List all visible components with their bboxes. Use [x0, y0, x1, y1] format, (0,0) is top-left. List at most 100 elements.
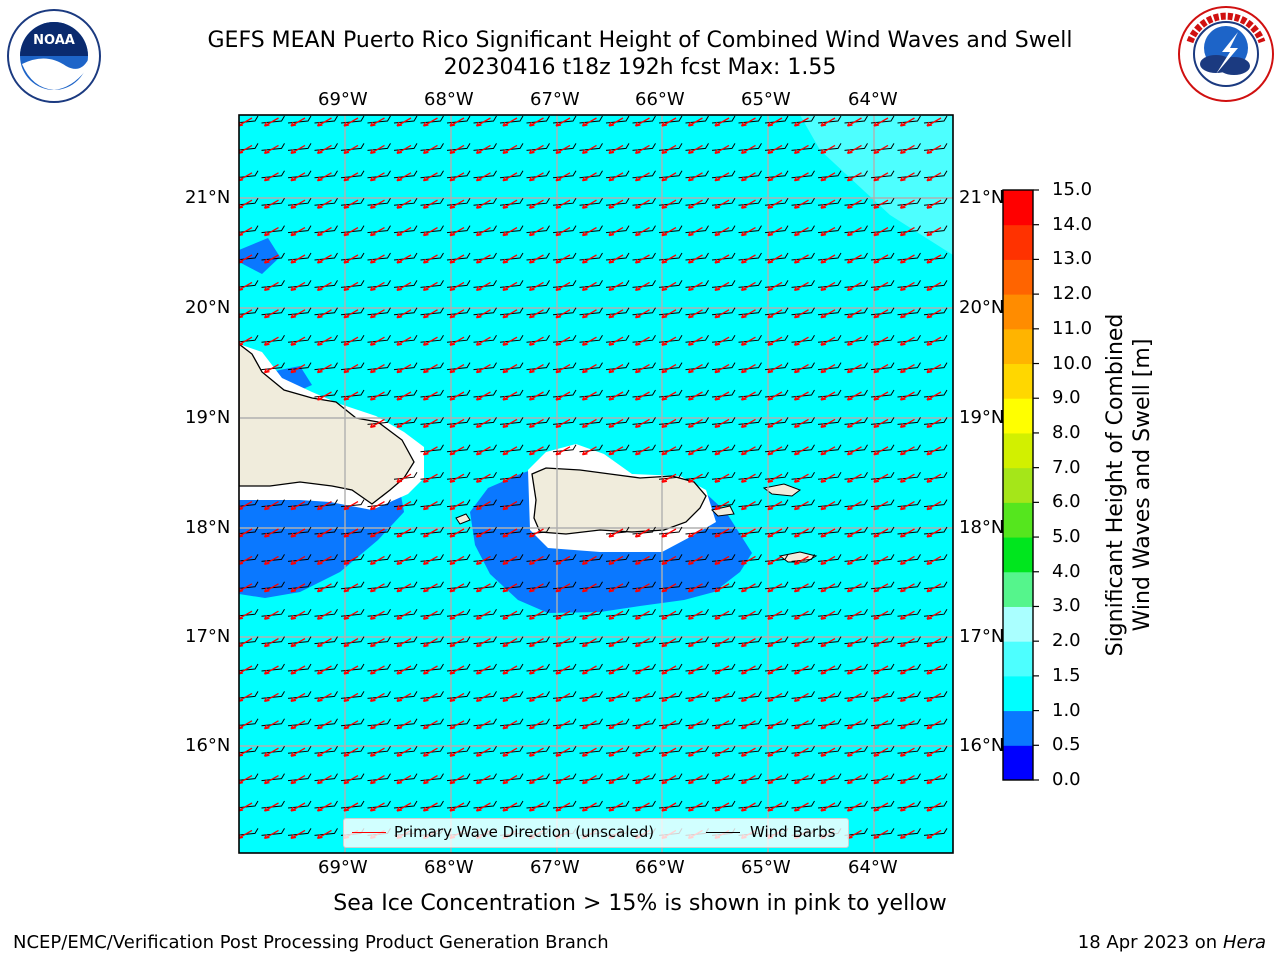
wind-barb [499, 143, 524, 151]
wave-direction-arrow [316, 775, 332, 785]
lat-label-left: 20°N [185, 297, 231, 318]
wave-direction-arrow [740, 528, 756, 538]
wave-direction-arrow [263, 638, 279, 648]
wave-direction-arrow [555, 638, 571, 648]
wind-barb [711, 170, 736, 179]
wind-barb [817, 581, 842, 590]
colorbar-bin [1003, 328, 1033, 365]
wave-direction-arrow [873, 281, 889, 292]
wave-direction-arrow [926, 720, 942, 730]
wind-barb [420, 143, 444, 151]
wave-direction-arrow [634, 747, 650, 757]
wind-barb [685, 554, 709, 562]
wave-direction-arrow [926, 665, 942, 675]
wind-barb [552, 636, 577, 645]
wind-barb [685, 143, 709, 151]
wind-barb [738, 636, 762, 645]
wind-barb [340, 197, 365, 206]
wind-barb [287, 663, 312, 672]
wind-barb [420, 608, 444, 617]
wave-direction-arrow [290, 172, 306, 182]
wave-direction-arrow [714, 720, 730, 730]
wave-direction-arrow [820, 172, 836, 182]
wave-direction-arrow [343, 281, 359, 292]
wave-direction-arrow [714, 501, 730, 511]
wave-direction-arrow [740, 638, 756, 648]
wave-direction-arrow [316, 638, 332, 648]
wave-direction-arrow [873, 309, 889, 319]
wind-barb [791, 280, 815, 288]
wave-direction-arrow [661, 172, 677, 182]
wind-barb [738, 718, 762, 727]
wind-barb [499, 471, 524, 480]
wind-barb [605, 307, 630, 316]
wave-direction-arrow [873, 418, 889, 429]
wave-direction-arrow [899, 638, 915, 648]
wind-barb [764, 417, 789, 425]
wind-barb [844, 225, 868, 234]
wind-barb [658, 334, 683, 343]
wave-direction-arrow [396, 802, 412, 812]
wave-direction-arrow [290, 199, 306, 209]
wind-barb [685, 334, 709, 343]
wave-direction-arrow [793, 501, 809, 511]
wind-barb [287, 499, 312, 508]
colorbar-tick-label: 4.0 [1052, 560, 1081, 582]
footer-right: 18 Apr 2023 on Hera [1078, 932, 1266, 953]
wave-direction-arrow [343, 665, 359, 675]
wave-direction-arrow [581, 309, 597, 319]
lat-label-right: 21°N [959, 187, 1005, 208]
wind-barb [314, 526, 338, 535]
wind-barb [420, 307, 444, 316]
wind-barb [579, 718, 603, 727]
wave-direction-arrow [820, 583, 836, 593]
wave-direction-arrow [290, 665, 306, 675]
wave-direction-arrow [581, 583, 597, 593]
wind-barb [658, 718, 683, 727]
wave-direction-arrow [608, 583, 624, 593]
wind-barb [526, 197, 550, 206]
wind-barb [446, 389, 471, 398]
wave-direction-arrow [502, 555, 518, 566]
wind-barb [340, 389, 365, 398]
wind-barb [658, 417, 683, 425]
wind-barb [367, 170, 391, 179]
vector-field [239, 115, 948, 840]
wind-barb [658, 170, 683, 179]
wave-direction-arrow [793, 610, 809, 620]
wave-direction-arrow [502, 227, 518, 237]
wind-barb [552, 115, 577, 124]
wave-direction-arrow [661, 336, 677, 346]
wave-direction-arrow [396, 473, 412, 483]
wind-barb [870, 608, 895, 617]
wind-barb [923, 417, 948, 425]
wind-barb [844, 143, 868, 151]
wind-barb [287, 197, 312, 206]
wind-barb [239, 745, 259, 754]
wind-barb [499, 362, 524, 371]
wave-direction-arrow [767, 172, 783, 182]
wind-barb [738, 608, 762, 617]
wave-direction-arrow [926, 555, 942, 566]
wind-barb [658, 526, 683, 535]
mona-island [455, 513, 471, 525]
wind-barb [499, 745, 524, 754]
wind-barb [923, 718, 948, 727]
wave-direction-arrow [528, 692, 544, 703]
wave-direction-arrow [767, 665, 783, 675]
colorbar-bin [1003, 606, 1033, 642]
wind-barb [526, 554, 550, 562]
wind-barb [420, 663, 444, 672]
wind-barb [605, 718, 630, 727]
wind-barb [314, 115, 338, 124]
wind-barb [499, 608, 524, 617]
wind-barb [446, 581, 471, 590]
wind-barb [711, 526, 736, 535]
wave-direction-arrow [926, 692, 942, 703]
wave-direction-arrow [926, 747, 942, 757]
wave-direction-arrow [290, 528, 306, 538]
wind-barb [817, 471, 842, 480]
wind-barb [897, 691, 921, 699]
wind-barb [711, 307, 736, 316]
wind-barb [738, 444, 762, 453]
